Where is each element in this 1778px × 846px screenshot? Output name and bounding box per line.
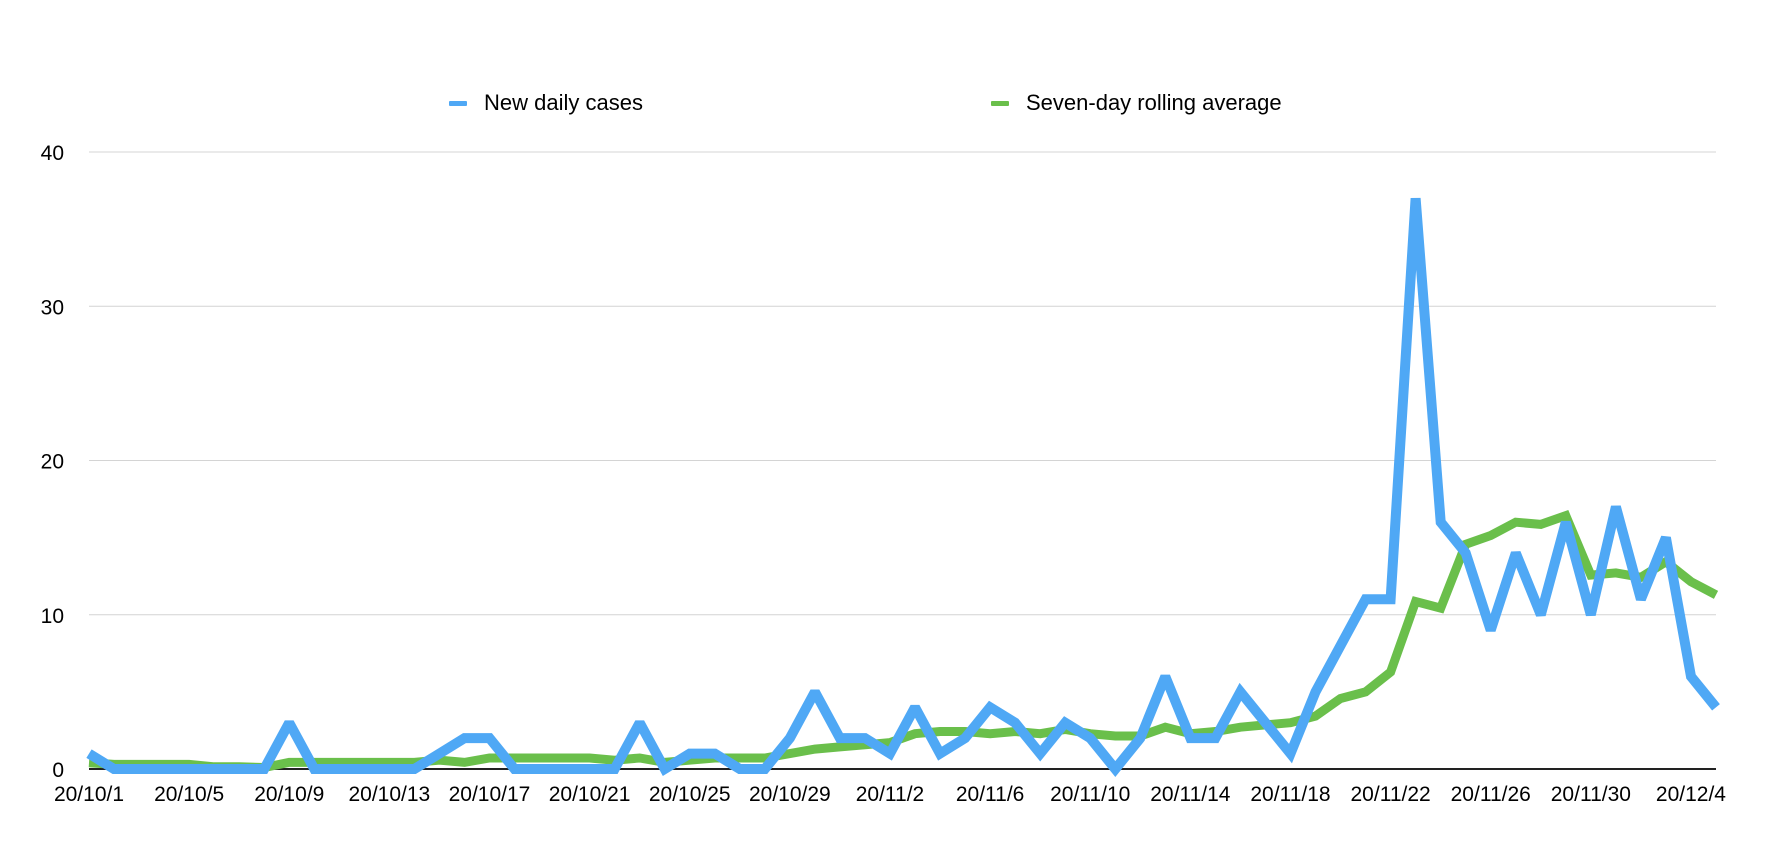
x-tick-label: 20/10/13 xyxy=(348,783,430,806)
x-tick-label: 20/11/18 xyxy=(1250,783,1330,806)
x-tick-label: 20/11/26 xyxy=(1451,783,1531,806)
legend-label: Seven-day rolling average xyxy=(1026,90,1282,115)
x-axis-ticks: 20/10/1 20/10/5 20/10/9 20/10/13 20/10/17 20/… xyxy=(54,783,1726,806)
x-tick-label: 20/10/21 xyxy=(549,783,631,806)
legend-item-new-daily-cases: New daily cases xyxy=(449,90,643,116)
y-tick-label: 0 xyxy=(52,759,64,782)
series-lines xyxy=(86,197,1720,777)
x-tick-label: 20/10/29 xyxy=(749,783,831,806)
legend-label: New daily cases xyxy=(484,90,643,115)
y-tick-label: 10 xyxy=(41,605,64,628)
y-tick-label: 20 xyxy=(41,451,64,474)
x-tick-label: 20/10/5 xyxy=(154,783,224,806)
y-axis-ticks: 0 10 20 30 40 xyxy=(41,142,64,782)
x-tick-label: 20/10/9 xyxy=(254,783,324,806)
x-tick-label: 20/11/22 xyxy=(1351,783,1431,806)
x-tick-label: 20/11/2 xyxy=(856,783,925,806)
x-tick-label: 20/12/4 xyxy=(1656,783,1726,806)
gridlines xyxy=(89,151,1716,616)
x-tick-label: 20/11/6 xyxy=(956,783,1025,806)
x-tick-label: 20/11/14 xyxy=(1150,783,1231,806)
x-tick-label: 20/10/25 xyxy=(649,783,731,806)
x-tick-label: 20/10/1 xyxy=(54,783,124,806)
legend-swatch-green xyxy=(991,100,1009,106)
legend-item-seven-day-average: Seven-day rolling average xyxy=(991,90,1282,116)
x-tick-label: 20/10/17 xyxy=(449,783,531,806)
y-tick-label: 40 xyxy=(41,142,64,165)
x-tick-label: 20/11/30 xyxy=(1551,783,1631,806)
legend-swatch-blue xyxy=(449,100,467,106)
y-tick-label: 30 xyxy=(41,296,64,319)
series-line-new-daily-cases xyxy=(86,197,1720,777)
x-tick-label: 20/11/10 xyxy=(1050,783,1130,806)
